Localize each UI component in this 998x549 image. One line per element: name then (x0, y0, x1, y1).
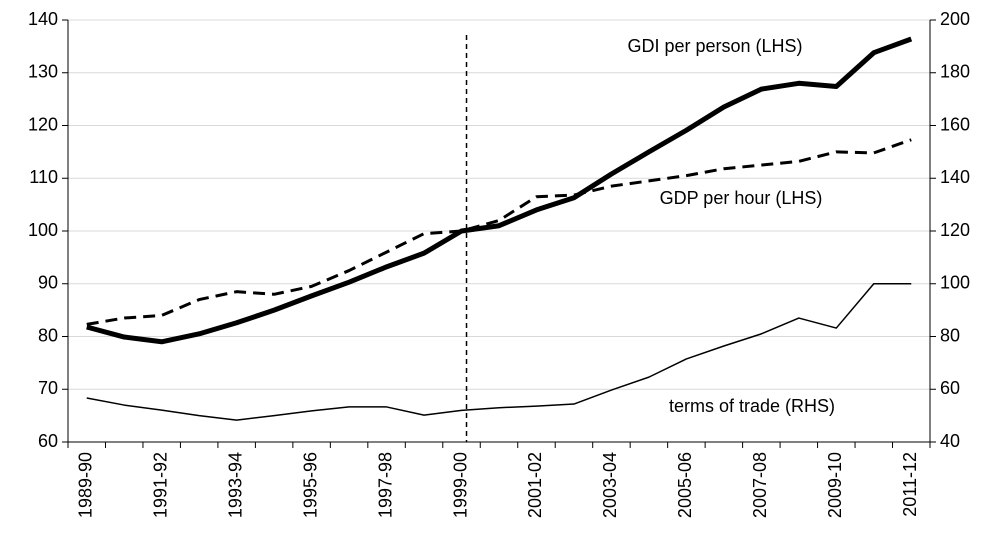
y-tick-label: 100 (28, 220, 58, 240)
y2-tick-label: 180 (940, 62, 970, 82)
series-label: terms of trade (RHS) (669, 396, 835, 416)
y2-tick-label: 80 (940, 325, 960, 345)
x-tick-label: 2011-12 (900, 452, 920, 517)
y2-tick-label: 60 (940, 378, 960, 398)
y-tick-label: 90 (38, 273, 58, 293)
y-tick-label: 70 (38, 378, 58, 398)
y2-tick-label: 200 (940, 9, 970, 29)
series-line (86, 138, 912, 326)
x-tick-label: 1997-98 (375, 452, 395, 518)
x-tick-label: 1999-00 (450, 452, 470, 518)
series-label: GDI per person (LHS) (627, 36, 802, 56)
y-tick-label: 130 (28, 62, 58, 82)
y-tick-label: 140 (28, 9, 58, 29)
y-tick-label: 120 (28, 114, 58, 134)
y-tick-label: 80 (38, 325, 58, 345)
x-tick-label: 2005-06 (675, 452, 695, 518)
y2-tick-label: 140 (940, 167, 970, 187)
x-tick-label: 2001-02 (525, 452, 545, 518)
x-tick-label: 2009-10 (825, 452, 845, 518)
x-tick-label: 2007-08 (750, 452, 770, 518)
x-tick-label: 1995-96 (300, 452, 320, 518)
y-tick-label: 110 (29, 167, 58, 187)
x-tick-label: 1991-92 (150, 452, 170, 518)
series-label: GDP per hour (LHS) (660, 188, 823, 208)
x-tick-label: 2003-04 (600, 452, 620, 518)
series-line (86, 36, 913, 345)
y-tick-label: 60 (38, 431, 58, 451)
y2-tick-label: 100 (940, 273, 970, 293)
y2-tick-label: 40 (940, 431, 960, 451)
x-tick-label: 1989-90 (75, 452, 95, 518)
y2-tick-label: 120 (940, 220, 970, 240)
y2-tick-label: 160 (940, 114, 970, 134)
x-tick-label: 1993-94 (225, 452, 245, 518)
series-line (86, 283, 912, 421)
